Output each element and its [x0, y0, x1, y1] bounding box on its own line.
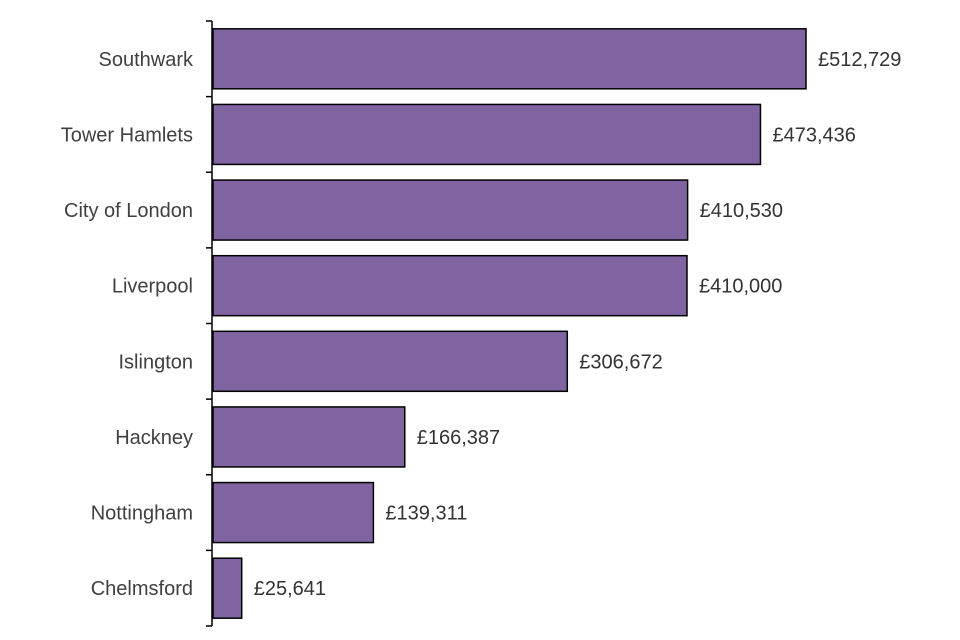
category-labels: Southwark Tower Hamlets City of London Live…: [61, 49, 194, 600]
y-axis-ticks: [206, 20, 212, 627]
category-label: Southwark: [99, 49, 194, 71]
category-label: City of London: [64, 200, 193, 222]
bar: [212, 103, 762, 166]
value-label: £410,000: [699, 276, 782, 298]
category-label: Chelmsford: [91, 578, 193, 600]
category-label: Liverpool: [112, 276, 193, 298]
value-label: £306,672: [579, 351, 662, 373]
value-label: £473,436: [772, 124, 855, 146]
bar: [212, 557, 243, 619]
bar: [212, 179, 689, 241]
bar: [212, 254, 688, 317]
value-label: £166,387: [417, 427, 500, 449]
value-label: £25,641: [254, 578, 326, 600]
value-label: £139,311: [385, 503, 467, 525]
bar: [212, 406, 406, 468]
bars: [212, 28, 807, 619]
value-label: £512,729: [818, 49, 901, 71]
category-label: Tower Hamlets: [61, 124, 193, 146]
bar: [212, 481, 375, 544]
value-labels: £512,729 £473,436 £410,530 £410,000 £306,672…: [254, 49, 902, 600]
category-label: Hackney: [115, 427, 193, 449]
category-label: Islington: [119, 351, 194, 373]
bar: [212, 28, 807, 90]
bar: [212, 330, 569, 393]
value-label: £410,530: [700, 200, 783, 222]
category-label: Nottingham: [91, 503, 193, 525]
